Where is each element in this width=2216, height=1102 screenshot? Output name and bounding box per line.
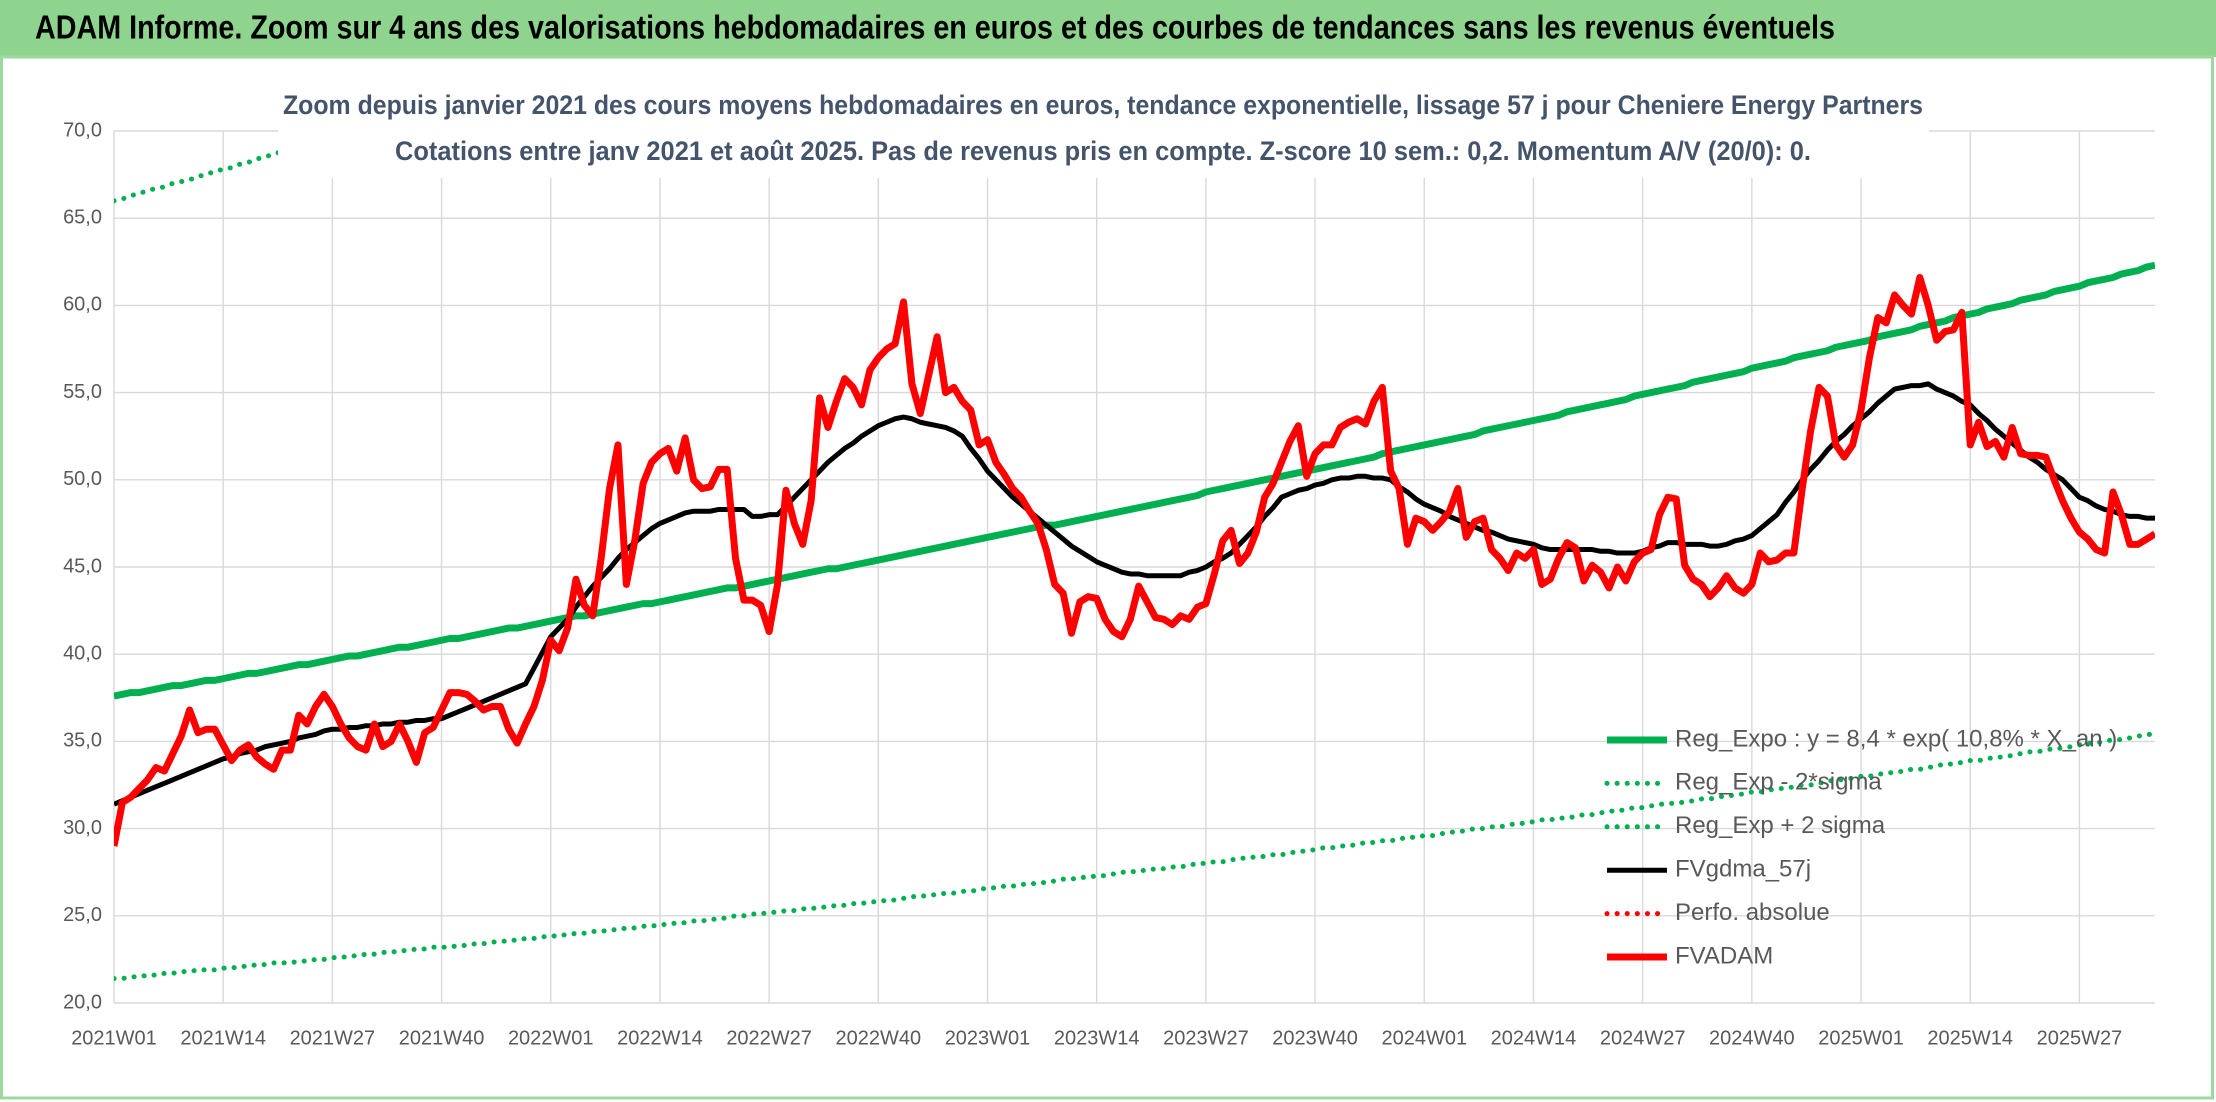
y-tick-label: 70,0: [63, 119, 102, 141]
x-tick-label: 2023W14: [1054, 1027, 1140, 1049]
x-tick-label: 2022W01: [508, 1027, 594, 1049]
legend-label: Reg_Exp + 2 sigma: [1675, 812, 1886, 839]
legend-label: Reg_Exp - 2*sigma: [1675, 769, 1882, 796]
legend-label: FVADAM: [1675, 942, 1773, 969]
chart-border: [0, 55, 2214, 1100]
x-tick-label: 2025W27: [2037, 1027, 2123, 1049]
x-tick-label: 2024W14: [1491, 1027, 1577, 1049]
y-tick-label: 30,0: [63, 817, 102, 839]
y-tick-label: 35,0: [63, 730, 102, 752]
y-tick-label: 20,0: [63, 991, 102, 1013]
y-tick-label: 50,0: [63, 468, 102, 490]
axes: 20,0 25,0 30,0 35,0 40,0 45,0 50,0 55,0 60,0 65,0…: [63, 119, 2122, 1049]
header-band: [0, 0, 2216, 57]
title-box: Zoom depuis janvier 2021 des cours moyen…: [278, 84, 1929, 178]
x-tick-label: 2021W40: [399, 1027, 485, 1049]
x-tick-label: 2024W01: [1381, 1027, 1467, 1049]
x-tick-label: 2023W40: [1272, 1027, 1358, 1049]
x-tick-label: 2025W14: [1927, 1027, 2013, 1049]
series-line: [114, 381, 2155, 807]
header-title: ADAM Informe. Zoom sur 4 ans des valoris…: [35, 9, 1835, 46]
x-tick-label: 2022W40: [836, 1027, 922, 1049]
legend-label: Perfo. absolue: [1675, 899, 1830, 926]
x-tick-label: 2023W01: [945, 1027, 1031, 1049]
legend-label: Reg_Expo : y = 8,4 * exp( 10,8% * X_an ): [1675, 725, 2117, 752]
series: [114, 131, 2155, 982]
series-line: [114, 274, 2155, 847]
y-tick-label: 25,0: [63, 904, 102, 926]
chart-subtitle: Cotations entre janv 2021 et août 2025. …: [395, 136, 1811, 166]
x-tick-label: 2021W01: [71, 1027, 157, 1049]
x-tick-label: 2022W14: [617, 1027, 703, 1049]
title-background: [278, 84, 1929, 178]
legend-label: FVgdma_57j: [1675, 856, 1811, 883]
x-tick-label: 2022W27: [726, 1027, 812, 1049]
chart-title: Zoom depuis janvier 2021 des cours moyen…: [283, 90, 1923, 120]
y-tick-label: 55,0: [63, 381, 102, 403]
legend: Reg_Expo : y = 8,4 * exp( 10,8% * X_an )…: [1604, 725, 2117, 969]
y-tick-label: 40,0: [63, 642, 102, 664]
y-tick-label: 65,0: [63, 206, 102, 228]
y-tick-label: 60,0: [63, 294, 102, 316]
x-tick-label: 2021W14: [180, 1027, 266, 1049]
x-tick-label: 2023W27: [1163, 1027, 1249, 1049]
series-line: [114, 261, 2155, 700]
y-tick-label: 45,0: [63, 555, 102, 577]
x-tick-label: 2024W27: [1600, 1027, 1686, 1049]
x-tick-label: 2024W40: [1709, 1027, 1795, 1049]
series-line: [114, 731, 2155, 982]
x-tick-label: 2025W01: [1818, 1027, 1904, 1049]
x-tick-label: 2021W27: [290, 1027, 376, 1049]
